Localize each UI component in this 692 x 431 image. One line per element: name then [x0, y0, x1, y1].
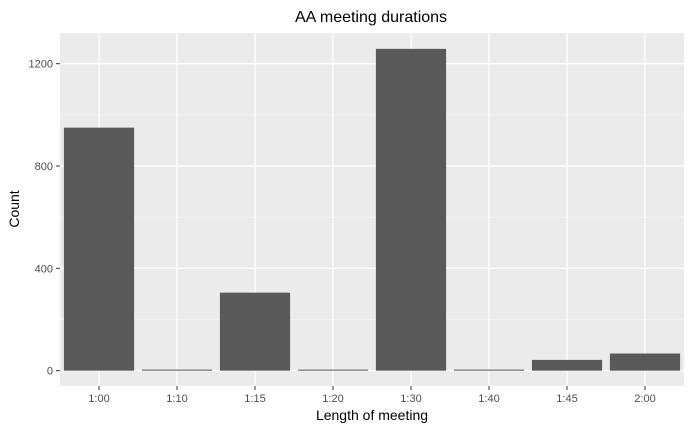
bar	[219, 292, 291, 371]
bar	[63, 127, 135, 371]
bar	[609, 353, 681, 371]
bar	[375, 48, 447, 371]
y-tick-label: 1200	[29, 59, 53, 71]
y-tick-label: 400	[35, 263, 53, 275]
y-axis-title: Count	[6, 190, 22, 227]
bars	[63, 48, 681, 371]
x-axis-title: Length of meeting	[316, 407, 428, 423]
x-tick-label: 1:20	[322, 393, 343, 405]
y-axis: 0 400 800 1200	[29, 59, 60, 378]
x-tick-label: 1:45	[556, 393, 577, 405]
bar	[297, 369, 369, 371]
chart-title: AA meeting durations	[295, 9, 447, 26]
y-tick-label: 800	[35, 161, 53, 173]
y-tick-label: 0	[47, 366, 53, 378]
x-tick-label: 2:00	[634, 393, 655, 405]
x-tick-label: 1:00	[88, 393, 109, 405]
bar	[453, 369, 525, 371]
x-tick-label: 1:30	[400, 393, 421, 405]
plot-panel	[60, 33, 684, 386]
x-axis: 1:00 1:10 1:15 1:20 1:30 1:40 1:45 2:00	[88, 386, 656, 405]
bar	[141, 369, 213, 371]
bar	[531, 359, 603, 371]
minor-gridlines	[60, 114, 684, 320]
x-tick-label: 1:10	[166, 393, 187, 405]
x-tick-label: 1:15	[244, 393, 265, 405]
x-tick-label: 1:40	[478, 393, 499, 405]
